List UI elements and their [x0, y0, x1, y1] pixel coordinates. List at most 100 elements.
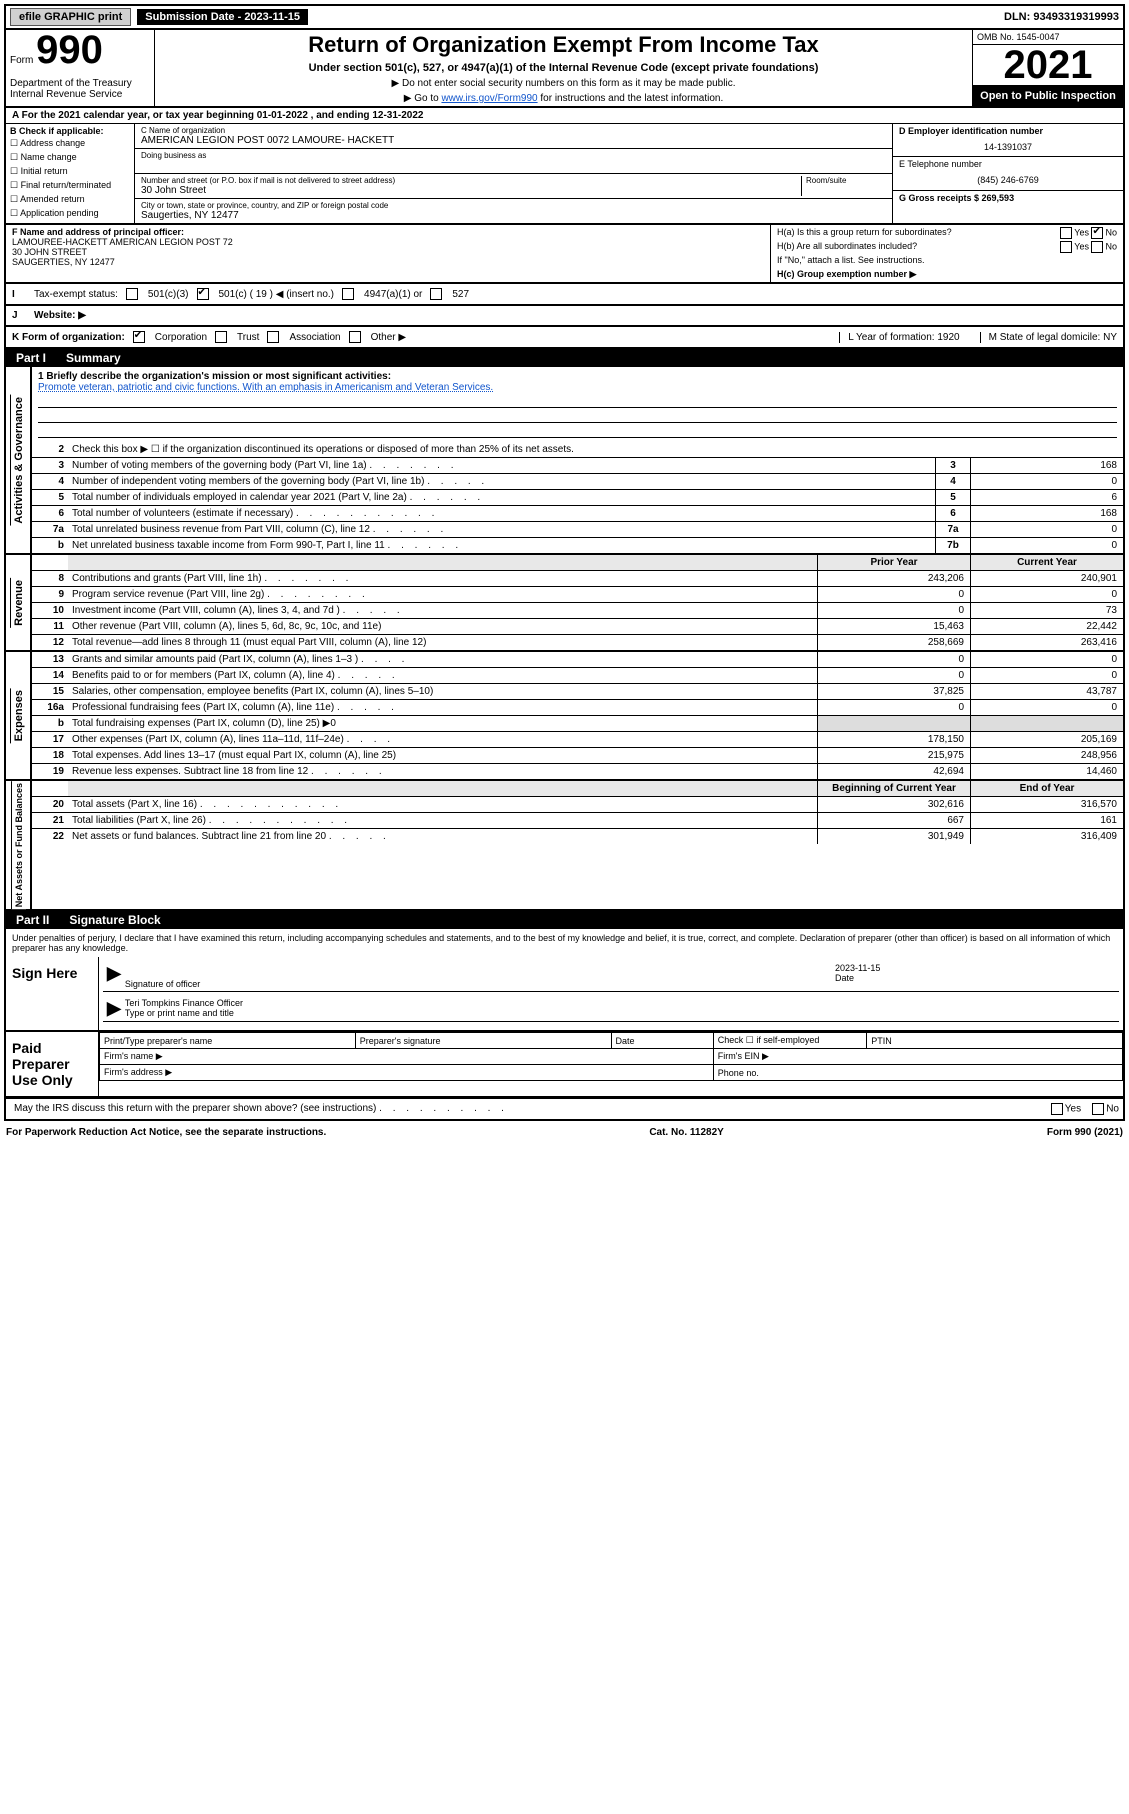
sig-date-value: 2023-11-15: [835, 963, 1115, 973]
part-2-number: Part II: [16, 913, 49, 927]
line-22-curr: 316,409: [970, 829, 1123, 844]
instructions-link[interactable]: www.irs.gov/Form990: [441, 93, 537, 104]
firm-name-label: Firm's name ▶: [100, 1049, 714, 1065]
chk-corporation[interactable]: [133, 331, 145, 343]
vlabel-revenue: Revenue: [10, 578, 27, 628]
chk-other[interactable]: [349, 331, 361, 343]
line-9-desc: Program service revenue (Part VIII, line…: [68, 587, 817, 602]
line-9-prior: 0: [817, 587, 970, 602]
line-16a-curr: 0: [970, 700, 1123, 715]
officer-addr1: 30 JOHN STREET: [12, 247, 764, 257]
form-number: 990: [36, 28, 103, 72]
corp-label: Corporation: [155, 332, 207, 343]
line-2-desc: Check this box ▶ ☐ if the organization d…: [68, 442, 1123, 457]
line-13-desc: Grants and similar amounts paid (Part IX…: [68, 652, 817, 667]
line-12-curr: 263,416: [970, 635, 1123, 650]
assoc-label: Association: [289, 332, 340, 343]
part-1-number: Part I: [16, 351, 46, 365]
chk-name-change[interactable]: ☐ Name change: [10, 150, 130, 164]
gross-receipts: G Gross receipts $ 269,593: [899, 193, 1117, 203]
line-20-desc: Total assets (Part X, line 16) . . . . .…: [68, 797, 817, 812]
typed-name-label: Type or print name and title: [125, 1008, 1115, 1018]
state-domicile: M State of legal domicile: NY: [980, 332, 1117, 343]
line-8-prior: 243,206: [817, 571, 970, 586]
line-21-curr: 161: [970, 813, 1123, 828]
line-17-prior: 178,150: [817, 732, 970, 747]
city-label: City or town, state or province, country…: [141, 201, 886, 210]
mission-text: Promote veteran, patriotic and civic fun…: [38, 382, 1117, 393]
dba-label: Doing business as: [141, 151, 886, 160]
chk-address-change[interactable]: ☐ Address change: [10, 136, 130, 150]
line-19-num: 19: [32, 764, 68, 779]
tax-year-row: A For the 2021 calendar year, or tax yea…: [6, 108, 1123, 124]
ein-label: D Employer identification number: [899, 126, 1117, 136]
officer-name: LAMOUREE-HACKETT AMERICAN LEGION POST 72: [12, 237, 764, 247]
line-17-num: 17: [32, 732, 68, 747]
line-15-prior: 37,825: [817, 684, 970, 699]
line-20-prior: 302,616: [817, 797, 970, 812]
phone-value: (845) 246-6769: [899, 175, 1117, 185]
line-22-desc: Net assets or fund balances. Subtract li…: [68, 829, 817, 844]
ein-value: 14-1391037: [899, 142, 1117, 152]
chk-amended-return[interactable]: ☐ Amended return: [10, 192, 130, 206]
chk-application-pending[interactable]: ☐ Application pending: [10, 206, 130, 220]
line-10-curr: 73: [970, 603, 1123, 618]
line-4-desc: Number of independent voting members of …: [68, 474, 935, 489]
line-6-ref: 6: [935, 506, 970, 521]
line-13-curr: 0: [970, 652, 1123, 667]
line-9-num: 9: [32, 587, 68, 602]
city-value: Saugerties, NY 12477: [141, 210, 886, 221]
h-b-no[interactable]: [1091, 241, 1103, 253]
sig-date-label: Date: [835, 973, 1115, 983]
firm-phone-label: Phone no.: [713, 1065, 1122, 1081]
h-c-label: H(c) Group exemption number ▶: [777, 269, 1117, 280]
form-box: Form 990 Department of the Treasury Inte…: [6, 30, 155, 106]
tax-year: 2021: [973, 45, 1123, 86]
line-15-desc: Salaries, other compensation, employee b…: [68, 684, 817, 699]
line-14-prior: 0: [817, 668, 970, 683]
chk-association[interactable]: [267, 331, 279, 343]
line-22-prior: 301,949: [817, 829, 970, 844]
discuss-yes[interactable]: [1051, 1103, 1063, 1115]
chk-501c3[interactable]: [126, 288, 138, 300]
line-10-num: 10: [32, 603, 68, 618]
line-14-curr: 0: [970, 668, 1123, 683]
form-subtitle: Under section 501(c), 527, or 4947(a)(1)…: [161, 62, 966, 74]
phone-label: E Telephone number: [899, 159, 1117, 169]
dept-label: Department of the Treasury Internal Reve…: [10, 78, 150, 100]
firm-ein-label: Firm's EIN ▶: [713, 1049, 1122, 1065]
h-a-label: H(a) Is this a group return for subordin…: [777, 227, 952, 237]
head-begin-year: Beginning of Current Year: [817, 781, 970, 796]
line-2-num: 2: [32, 442, 68, 457]
line-18-curr: 248,956: [970, 748, 1123, 763]
line-7a-desc: Total unrelated business revenue from Pa…: [68, 522, 935, 537]
chk-527[interactable]: [430, 288, 442, 300]
line-11-desc: Other revenue (Part VIII, column (A), li…: [68, 619, 817, 634]
line-17-curr: 205,169: [970, 732, 1123, 747]
chk-initial-return[interactable]: ☐ Initial return: [10, 164, 130, 178]
trust-label: Trust: [237, 332, 259, 343]
efile-button[interactable]: efile GRAPHIC print: [10, 8, 131, 26]
line-9-curr: 0: [970, 587, 1123, 602]
line-18-num: 18: [32, 748, 68, 763]
line-3-desc: Number of voting members of the governin…: [68, 458, 935, 473]
line-3-num: 3: [32, 458, 68, 473]
line-16b-desc: Total fundraising expenses (Part IX, col…: [68, 716, 817, 731]
chk-501c[interactable]: [197, 288, 209, 300]
discuss-no[interactable]: [1092, 1103, 1104, 1115]
chk-final-return[interactable]: ☐ Final return/terminated: [10, 178, 130, 192]
prep-self-employed[interactable]: Check ☐ if self-employed: [713, 1033, 866, 1049]
h-a-yes[interactable]: [1060, 227, 1072, 239]
chk-4947[interactable]: [342, 288, 354, 300]
h-b-yes[interactable]: [1060, 241, 1072, 253]
line-6-num: 6: [32, 506, 68, 521]
chk-trust[interactable]: [215, 331, 227, 343]
form-label: Form: [10, 55, 33, 66]
h-b-label: H(b) Are all subordinates included?: [777, 241, 917, 251]
line-19-prior: 42,694: [817, 764, 970, 779]
line-4-num: 4: [32, 474, 68, 489]
org-name-label: C Name of organization: [141, 126, 886, 135]
line-15-curr: 43,787: [970, 684, 1123, 699]
line-17-desc: Other expenses (Part IX, column (A), lin…: [68, 732, 817, 747]
h-a-no[interactable]: [1091, 227, 1103, 239]
